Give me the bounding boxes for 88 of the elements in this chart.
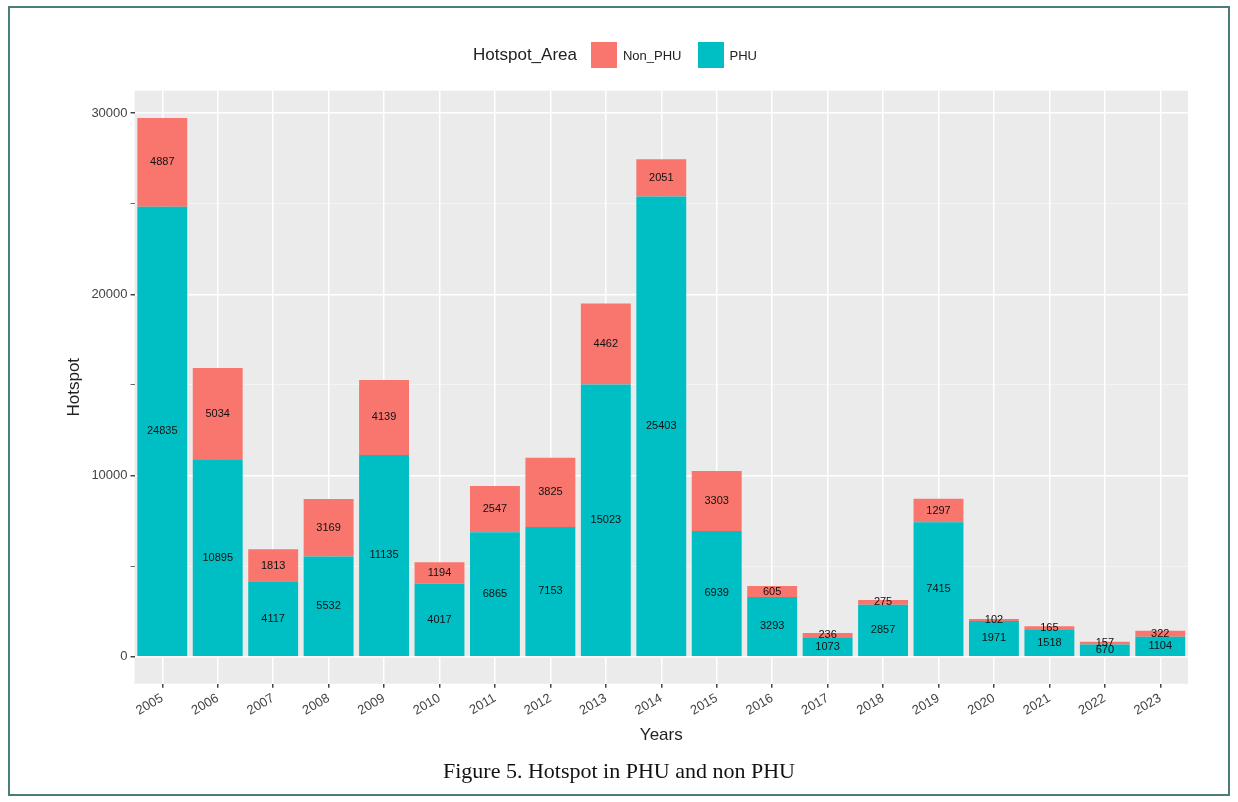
x-tick-label: 2014 (632, 690, 665, 718)
data-label: 4017 (427, 612, 452, 625)
x-tick-label: 2008 (299, 690, 332, 718)
data-label: 3169 (316, 520, 341, 533)
data-label: 1518 (1037, 635, 1062, 648)
data-label: 5532 (316, 599, 341, 612)
x-axis-title: Years (639, 725, 683, 745)
x-tick-label: 2012 (521, 690, 554, 718)
bar (691, 471, 742, 531)
x-tick-label: 2022 (1075, 690, 1109, 718)
bar (359, 454, 409, 656)
bar (137, 118, 188, 207)
data-label: 2547 (482, 502, 508, 515)
x-tick-label: 2011 (466, 690, 499, 718)
bar (359, 379, 409, 455)
y-tick-label: 0 (120, 648, 128, 664)
bar (913, 522, 964, 656)
bar (691, 530, 742, 656)
data-label: 24835 (146, 424, 178, 437)
bar (580, 384, 631, 656)
data-label: 1971 (981, 631, 1007, 644)
x-tick-label: 2007 (243, 690, 277, 718)
bar (303, 556, 354, 656)
bar (414, 562, 465, 584)
bar (248, 582, 299, 656)
x-tick-label: 2010 (410, 690, 443, 718)
data-label: 275 (873, 595, 893, 608)
data-label: 7153 (538, 584, 563, 597)
bar (192, 459, 243, 656)
data-label: 322 (1151, 626, 1170, 639)
x-tick-label: 2006 (188, 690, 222, 718)
data-label: 6939 (704, 586, 729, 599)
data-label: 2051 (649, 170, 674, 183)
x-tick-label: 2019 (909, 690, 942, 718)
y-tick-label: 10000 (91, 467, 128, 483)
x-tick-label: 2009 (354, 690, 388, 718)
bar (636, 159, 687, 197)
data-label: 15023 (590, 513, 622, 526)
data-label: 4462 (593, 337, 619, 350)
bar (636, 196, 687, 656)
y-tick-label: 30000 (91, 104, 128, 120)
bar (747, 596, 798, 656)
bar (525, 457, 576, 528)
y-axis-title: Hotspot (63, 357, 83, 417)
data-label: 7415 (926, 582, 951, 595)
y-tick-label: 20000 (91, 285, 128, 301)
data-label: 4117 (261, 611, 285, 624)
bar (580, 303, 631, 385)
data-label: 1813 (260, 558, 286, 571)
data-label: 11135 (369, 548, 399, 561)
data-label: 3825 (538, 485, 563, 498)
data-label: 3303 (704, 494, 729, 507)
data-label: 5034 (205, 406, 230, 419)
x-tick-label: 2018 (853, 690, 887, 718)
data-label: 1073 (815, 639, 840, 652)
x-tick-label: 2013 (576, 690, 610, 718)
data-label: 3293 (759, 619, 785, 632)
data-label: 4139 (371, 410, 397, 423)
caption: Figure 5. Hotspot in PHU and non PHU (442, 758, 796, 784)
legend-label: PHU (729, 47, 757, 63)
bar (137, 206, 188, 656)
data-label: 605 (762, 584, 782, 597)
bar (469, 532, 520, 656)
bar (414, 583, 465, 656)
bar (1024, 629, 1075, 656)
x-tick-label: 2020 (964, 690, 998, 718)
data-label: 10895 (202, 550, 234, 563)
bar (303, 498, 354, 557)
bar (858, 604, 908, 656)
x-tick-label: 2005 (133, 690, 166, 718)
bar (525, 527, 576, 656)
data-label: 25403 (645, 419, 677, 432)
bar (248, 549, 299, 583)
x-tick-label: 2017 (798, 690, 831, 718)
bar (469, 486, 520, 533)
data-label: 1297 (926, 503, 951, 516)
x-tick-label: 2021 (1020, 690, 1053, 718)
data-label: 1104 (1148, 639, 1173, 652)
bar (192, 368, 243, 460)
data-label: 4887 (150, 155, 175, 168)
legend-title: Hotspot_Area (473, 45, 577, 65)
data-label: 1194 (427, 566, 452, 579)
legend-label: Non_PHU (622, 47, 682, 63)
x-tick-label: 2015 (687, 690, 721, 718)
x-tick-label: 2023 (1131, 690, 1164, 718)
data-label: 6865 (482, 587, 508, 600)
data-label: 2857 (870, 623, 896, 636)
x-tick-label: 2016 (742, 690, 776, 718)
